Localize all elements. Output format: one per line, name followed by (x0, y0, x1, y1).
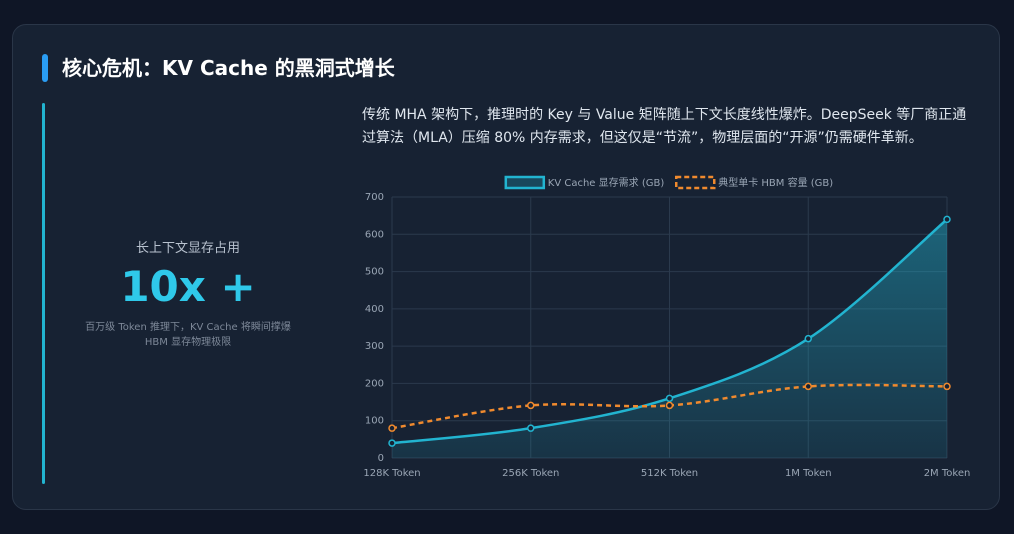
description: 传统 MHA 架构下，推理时的 Key 与 Value 矩阵随上下文长度线性爆炸… (362, 107, 967, 146)
series-line (391, 218, 948, 445)
x-tick-label: 256K Token (502, 468, 559, 479)
y-tick-label: 100 (365, 416, 384, 427)
legend-label: KV Cache 显存需求 (GB) (548, 176, 665, 189)
x-tick-label: 2M Token (924, 468, 971, 479)
panel-accent (42, 103, 45, 484)
point (527, 401, 535, 410)
card-title: 核心危机：KV Cache 的黑洞式增长 (62, 56, 395, 80)
x-tick-label: 1M Token (785, 468, 832, 479)
y-tick-label: 500 (365, 267, 384, 278)
point (943, 382, 951, 391)
stat-note: 百万级 Token 推理下，KV Cache 将瞬间撑爆 HBM 显存物理极限 (85, 322, 291, 348)
point (388, 439, 396, 447)
y-tick-label: 0 (378, 453, 384, 464)
x-tick-label: 512K Token (641, 468, 698, 479)
stat-value: 10x + (120, 262, 256, 311)
y-tick-label: 300 (365, 341, 384, 352)
point (665, 401, 674, 410)
chart: 0 100 200 300 400 500 600 700 128K Token 256K Tok… (363, 175, 971, 479)
point (943, 215, 951, 224)
stat-label: 长上下文显存占用 (135, 241, 240, 256)
y-tick-label: 600 (365, 229, 384, 240)
title-accent (42, 54, 48, 82)
point (388, 424, 396, 432)
legend-swatch (504, 175, 546, 190)
point (804, 334, 812, 343)
point (804, 382, 812, 391)
y-tick-label: 200 (365, 378, 384, 389)
area (392, 219, 947, 458)
point (527, 424, 535, 432)
y-tick-label: 700 (365, 192, 384, 203)
y-tick-label: 400 (365, 304, 384, 315)
x-tick-label: 128K Token (363, 468, 420, 479)
point (665, 394, 674, 403)
legend-swatch (674, 175, 716, 190)
legend-label: 典型单卡 HBM 容量 (GB) (718, 176, 833, 189)
